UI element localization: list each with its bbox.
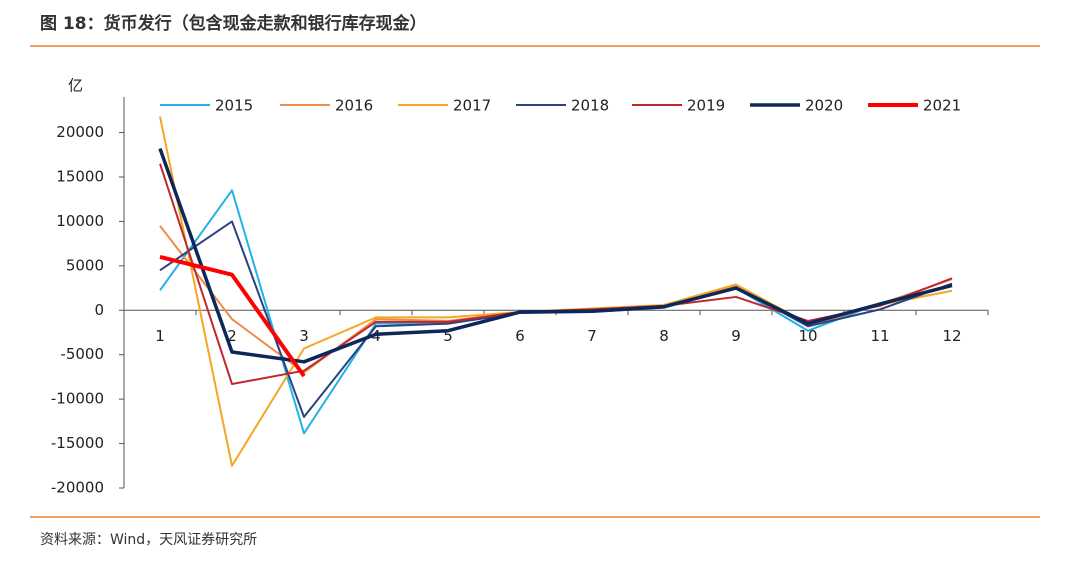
y-tick-label: -20000	[51, 479, 104, 497]
y-tick-label: 15000	[56, 167, 104, 185]
legend-label: 2020	[805, 97, 843, 115]
x-tick-label: 8	[659, 327, 669, 345]
y-tick-label: 20000	[56, 123, 104, 141]
y-tick-label: 5000	[66, 256, 104, 274]
legend-label: 2019	[687, 97, 725, 115]
y-tick-label: -15000	[51, 434, 104, 452]
y-tick-label: 10000	[56, 212, 104, 230]
legend-label: 2018	[571, 97, 609, 115]
legend-label: 2016	[335, 97, 373, 115]
x-tick-label: 5	[443, 327, 453, 345]
x-tick-label: 10	[798, 327, 817, 345]
legend-label: 2015	[215, 97, 253, 115]
series-line	[158, 147, 953, 364]
series-line	[159, 116, 953, 467]
legend-label: 2021	[923, 97, 961, 115]
x-tick-label: 7	[587, 327, 597, 345]
legend-label: 2017	[453, 97, 491, 115]
x-tick-label: 11	[870, 327, 889, 345]
source: 资料来源：Wind，天风证券研究所	[40, 532, 257, 548]
y-tick-label: 0	[94, 301, 104, 319]
x-tick-label: 2	[227, 327, 237, 345]
x-tick-label: 6	[515, 327, 525, 345]
x-tick-label: 9	[731, 327, 741, 345]
series-line	[159, 255, 306, 378]
x-tick-label: 1	[155, 327, 165, 345]
y-tick-label: -5000	[60, 345, 104, 363]
x-tick-label: 12	[942, 327, 961, 345]
y-tick-label: -10000	[51, 390, 104, 408]
chart-title: 图 18：货币发行（包含现金走款和银行库存现金）	[40, 13, 427, 34]
x-tick-label: 3	[299, 327, 309, 345]
y-unit: 亿	[68, 77, 83, 95]
